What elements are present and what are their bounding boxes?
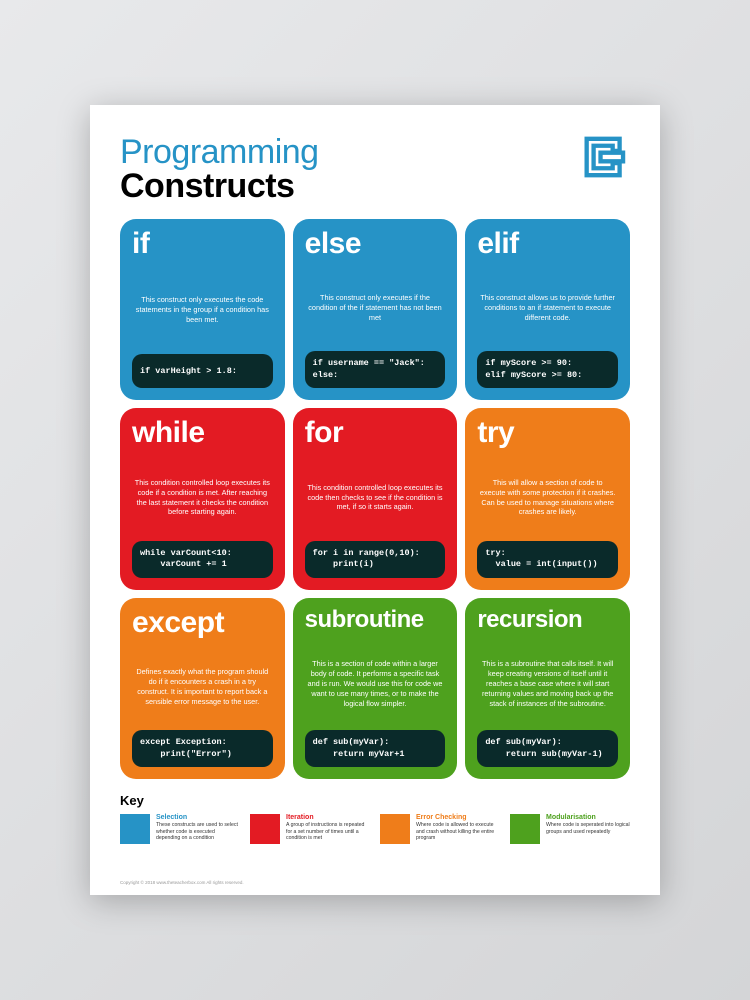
card-title: try <box>477 418 618 448</box>
key-row: SelectionThese constructs are used to se… <box>120 814 630 844</box>
key-item-modularisation: ModularisationWhere code is seperated in… <box>510 814 630 844</box>
title-block: Programming Constructs <box>120 135 319 203</box>
logo-icon <box>578 135 630 179</box>
card-code: if varHeight > 1.8: <box>132 354 273 388</box>
card-description: This is a subroutine that calls itself. … <box>477 638 618 730</box>
title-line2: Constructs <box>120 169 319 203</box>
key-text: SelectionThese constructs are used to se… <box>156 814 240 844</box>
construct-card-subroutine: subroutine This is a section of code with… <box>293 598 458 779</box>
card-description: This construct only executes if the cond… <box>305 265 446 351</box>
key-title: Key <box>120 793 630 808</box>
construct-card-if: if This construct only executes the code … <box>120 219 285 400</box>
card-code: if username == "Jack": else: <box>305 351 446 388</box>
title-line1: Programming <box>120 135 319 169</box>
card-description: Defines exactly what the program should … <box>132 644 273 730</box>
card-code: if myScore >= 90: elif myScore >= 80: <box>477 351 618 388</box>
card-title: else <box>305 229 446 259</box>
card-code: except Exception: print("Error") <box>132 730 273 767</box>
construct-card-while: while This condition controlled loop exec… <box>120 408 285 589</box>
construct-card-else: else This construct only executes if the … <box>293 219 458 400</box>
key-swatch <box>120 814 150 844</box>
key-swatch <box>380 814 410 844</box>
key-description: A group of instructions is repeated for … <box>286 822 370 842</box>
card-description: This will allow a section of code to exe… <box>477 454 618 540</box>
card-code: def sub(myVar): return sub(myVar-1) <box>477 730 618 767</box>
key-section: Key SelectionThese constructs are used t… <box>120 793 630 844</box>
header: Programming Constructs <box>120 135 630 203</box>
key-text: Error CheckingWhere code is allowed to e… <box>416 814 500 844</box>
card-description: This construct allows us to provide furt… <box>477 265 618 351</box>
card-title: elif <box>477 229 618 259</box>
card-code: while varCount<10: varCount += 1 <box>132 541 273 578</box>
key-description: Where code is allowed to execute and cra… <box>416 822 500 842</box>
key-text: ModularisationWhere code is seperated in… <box>546 814 630 844</box>
card-code: def sub(myVar): return myVar+1 <box>305 730 446 767</box>
card-code: for i in range(0,10): print(i) <box>305 541 446 578</box>
card-title: subroutine <box>305 608 446 632</box>
construct-card-except: except Defines exactly what the program s… <box>120 598 285 779</box>
card-title: for <box>305 418 446 448</box>
key-label: Modularisation <box>546 814 630 821</box>
card-description: This condition controlled loop executes … <box>132 454 273 540</box>
card-title: except <box>132 608 273 638</box>
key-description: These constructs are used to select whet… <box>156 822 240 842</box>
key-item-selection: SelectionThese constructs are used to se… <box>120 814 240 844</box>
construct-card-elif: elif This construct allows us to provide … <box>465 219 630 400</box>
card-code: try: value = int(input()) <box>477 541 618 578</box>
card-description: This construct only executes the code st… <box>132 265 273 354</box>
card-title: if <box>132 229 273 259</box>
card-description: This condition controlled loop executes … <box>305 454 446 540</box>
construct-card-recursion: recursion This is a subroutine that calls… <box>465 598 630 779</box>
construct-grid: if This construct only executes the code … <box>120 219 630 779</box>
key-swatch <box>250 814 280 844</box>
card-title: recursion <box>477 608 618 632</box>
key-swatch <box>510 814 540 844</box>
poster: Programming Constructs if This construct … <box>90 105 660 895</box>
key-text: IterationA group of instructions is repe… <box>286 814 370 844</box>
key-label: Error Checking <box>416 814 500 821</box>
card-title: while <box>132 418 273 448</box>
key-label: Iteration <box>286 814 370 821</box>
key-item-error-checking: Error CheckingWhere code is allowed to e… <box>380 814 500 844</box>
construct-card-try: try This will allow a section of code to … <box>465 408 630 589</box>
construct-card-for: for This condition controlled loop execut… <box>293 408 458 589</box>
key-item-iteration: IterationA group of instructions is repe… <box>250 814 370 844</box>
key-description: Where code is seperated into logical gro… <box>546 822 630 835</box>
key-label: Selection <box>156 814 240 821</box>
footer-copyright: Copyright © 2018 www.theteacherbox.com A… <box>120 880 244 885</box>
card-description: This is a section of code within a large… <box>305 638 446 730</box>
